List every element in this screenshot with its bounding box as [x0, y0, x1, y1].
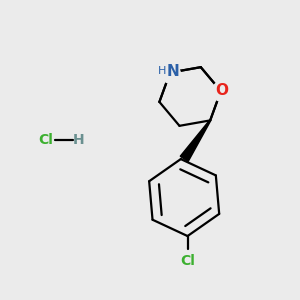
Text: H: H [158, 66, 166, 76]
Text: Cl: Cl [38, 133, 53, 147]
Text: H: H [73, 133, 85, 147]
Polygon shape [180, 120, 211, 162]
Text: O: O [215, 83, 228, 98]
Text: Cl: Cl [180, 254, 195, 268]
Text: N: N [167, 64, 179, 80]
